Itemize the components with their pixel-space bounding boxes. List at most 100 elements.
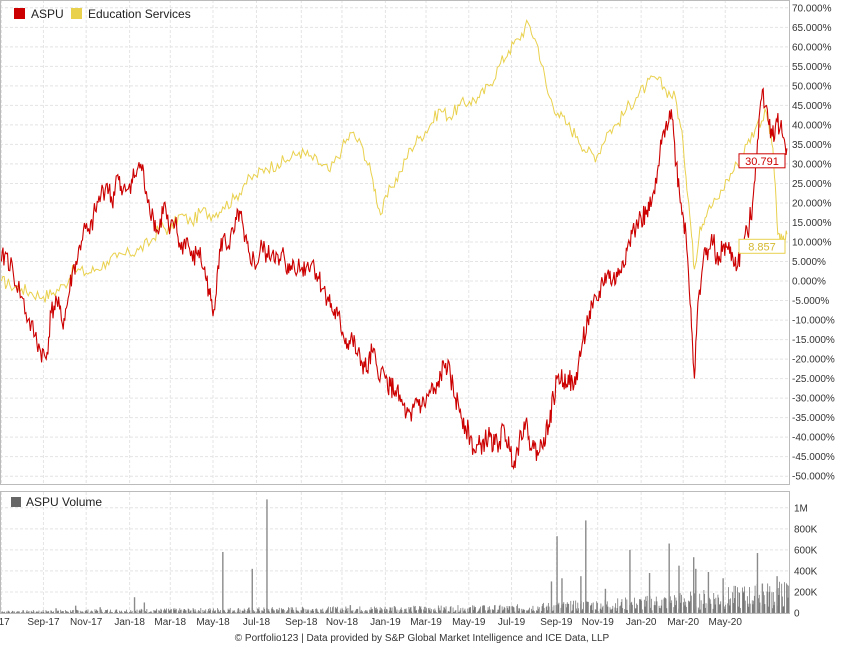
volume-bar	[454, 610, 456, 613]
volume-bar	[136, 609, 138, 613]
volume-bar	[709, 598, 710, 613]
volume-bar	[772, 608, 773, 613]
volume-bar	[296, 610, 298, 613]
volume-bar	[70, 612, 72, 613]
volume-bar	[468, 608, 470, 613]
volume-bar	[46, 611, 48, 613]
volume-bar	[269, 611, 270, 613]
volume-bar	[440, 605, 442, 613]
volume-bar	[72, 610, 73, 613]
volume-bar	[121, 612, 123, 613]
volume-legend[interactable]: ASPU Volume	[11, 495, 102, 509]
volume-bar	[41, 611, 43, 613]
volume-bar	[13, 612, 15, 613]
volume-bar	[283, 608, 284, 613]
x-tick-label: Jan-18	[114, 617, 145, 628]
volume-bar	[611, 609, 612, 613]
volume-bar	[474, 607, 476, 613]
x-tick-label: Mar-18	[154, 617, 186, 628]
volume-bar	[367, 611, 368, 613]
x-tick-label: May-19	[452, 617, 486, 628]
volume-bar	[646, 595, 648, 613]
volume-bar	[772, 592, 774, 613]
volume-bar	[674, 595, 675, 613]
volume-bar	[543, 602, 544, 613]
volume-bar	[435, 610, 436, 613]
volume-bar	[488, 609, 490, 613]
volume-bar	[2, 611, 3, 613]
volume-bar	[356, 608, 358, 613]
y-tick-label: 45.000%	[792, 101, 832, 112]
volume-bar	[634, 597, 635, 613]
volume-bar	[66, 611, 68, 613]
volume-bar	[267, 610, 269, 613]
volume-bar	[416, 610, 418, 613]
volume-bar	[744, 600, 746, 613]
volume-bar	[654, 601, 656, 613]
volume-bar	[148, 612, 150, 613]
volume-bar	[280, 608, 282, 613]
volume-bar	[384, 606, 386, 613]
volume-bar	[241, 610, 243, 613]
volume-bar	[458, 611, 460, 613]
volume-bar	[278, 607, 280, 613]
volume-bar	[277, 611, 279, 613]
volume-bar	[522, 610, 523, 613]
volume-bar	[570, 600, 572, 613]
volume-bar	[497, 609, 499, 613]
volume-bar	[758, 598, 759, 613]
volume-bar	[96, 609, 97, 613]
volume-bar	[62, 611, 64, 613]
volume-bar	[80, 612, 82, 613]
main-grid	[0, 0, 789, 484]
volume-bar	[199, 610, 200, 613]
volume-bar	[725, 604, 727, 613]
volume-bar	[639, 599, 640, 613]
volume-bar	[592, 602, 594, 613]
volume-bar	[23, 610, 24, 613]
volume-bar	[444, 607, 446, 613]
volume-bar	[100, 609, 102, 613]
volume-bar	[557, 604, 559, 613]
volume-bar	[465, 611, 467, 613]
volume-bar	[84, 611, 86, 613]
volume-bar	[391, 610, 392, 613]
volume-bar	[187, 608, 189, 613]
last-value-badges: 30.791 8.857	[738, 153, 786, 254]
volume-bar	[336, 608, 338, 613]
volume-bar	[506, 605, 508, 613]
volume-bar	[388, 610, 390, 613]
volume-bar	[192, 607, 194, 613]
volume-bar	[543, 607, 545, 613]
y-tick-label: 60.000%	[792, 42, 832, 53]
volume-bar	[449, 606, 451, 613]
volume-bar	[208, 608, 209, 613]
volume-bar	[174, 608, 176, 613]
volume-bar	[213, 611, 215, 613]
volume-bar	[713, 592, 715, 613]
volume-bar	[170, 609, 172, 613]
volume-bar	[651, 610, 653, 613]
volume-bar	[135, 610, 137, 613]
volume-bar	[733, 585, 735, 613]
volume-spike-bar	[222, 551, 224, 613]
legend[interactable]: ASPU Education Services	[14, 7, 191, 21]
volume-bar	[592, 610, 593, 613]
volume-bar	[208, 610, 210, 613]
volume-bar	[538, 607, 540, 613]
volume-bar	[47, 610, 49, 613]
volume-bar	[503, 606, 505, 613]
volume-bar	[371, 609, 373, 613]
volume-bar	[23, 612, 25, 613]
volume-bar	[486, 610, 488, 613]
volume-bar	[455, 609, 457, 613]
volume-bar	[479, 608, 481, 613]
volume-bar	[374, 607, 376, 613]
volume-bar	[58, 610, 59, 613]
volume-bar	[582, 602, 584, 613]
volume-bar	[426, 608, 427, 613]
volume-bar	[364, 611, 366, 613]
volume-bar	[504, 607, 506, 613]
volume-bar	[686, 606, 687, 613]
volume-bar	[374, 606, 375, 613]
